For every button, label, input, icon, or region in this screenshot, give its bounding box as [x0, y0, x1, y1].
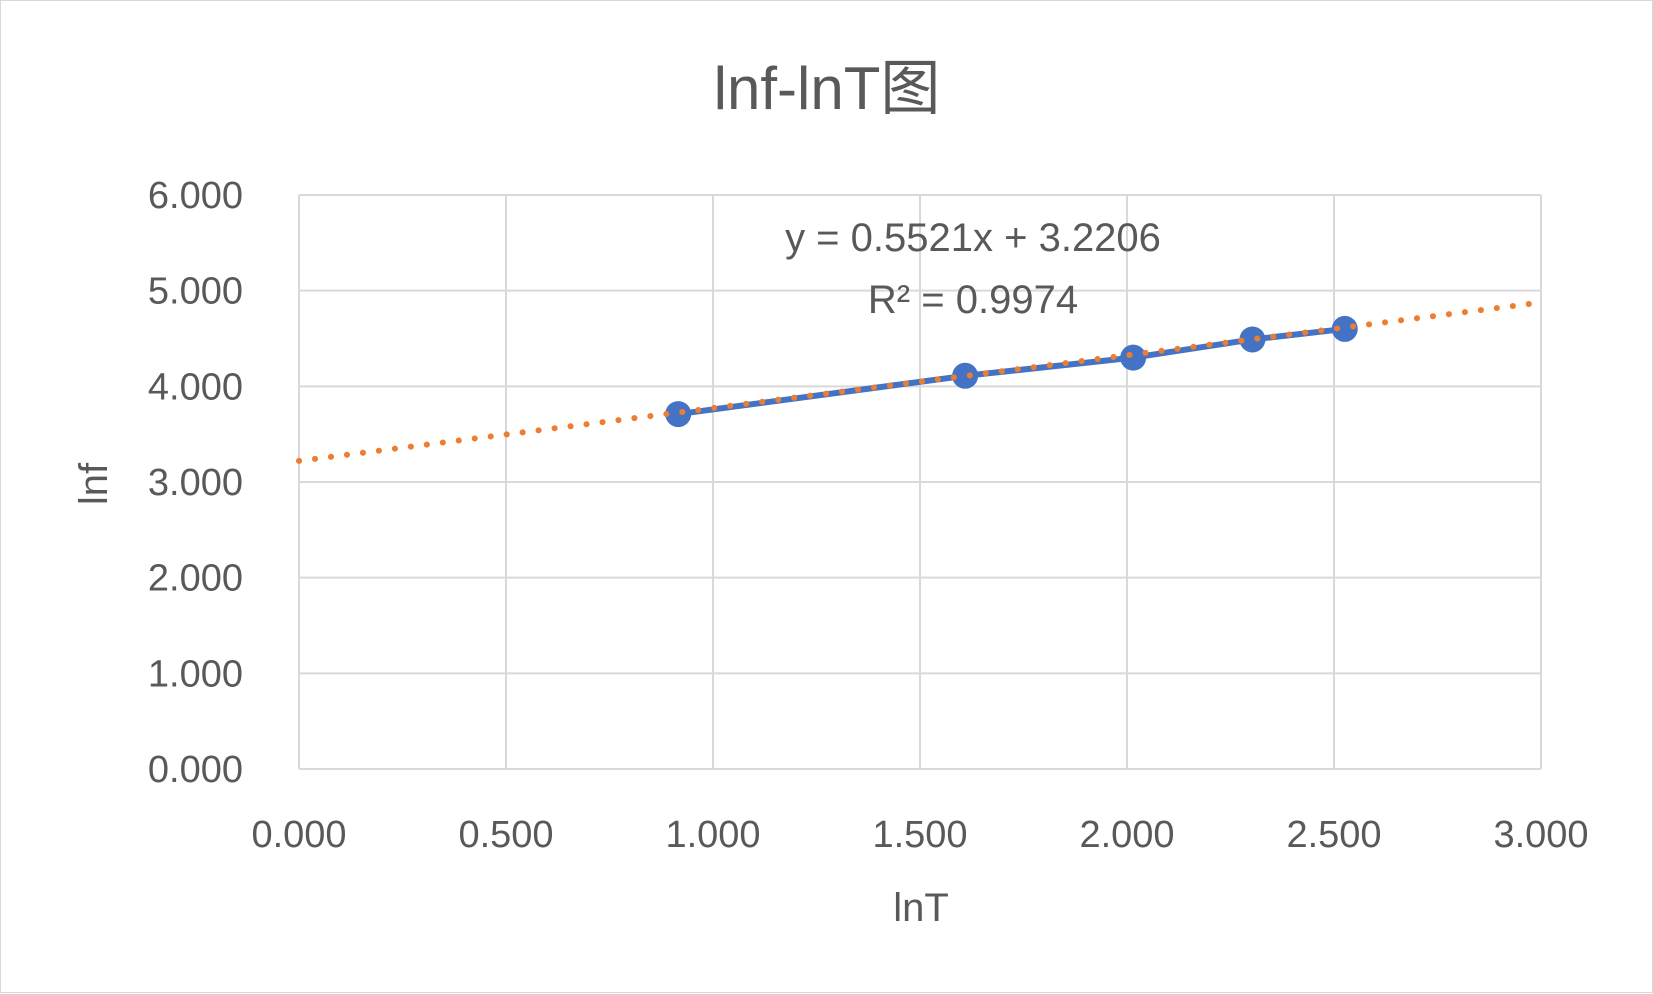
data-series: [665, 315, 1358, 428]
y-tick-label: 5.000: [148, 271, 243, 313]
trendline-r-squared: R² = 0.9974: [868, 278, 1078, 322]
data-point: [952, 362, 979, 389]
data-point: [1239, 326, 1266, 353]
y-tick-label: 6.000: [148, 175, 243, 217]
trendline-equation: y = 0.5521x + 3.2206: [785, 216, 1161, 260]
y-tick-label: 2.000: [148, 558, 243, 600]
y-tick-label: 0.000: [148, 749, 243, 791]
y-tick-label: 3.000: [148, 462, 243, 504]
x-tick-label: 2.500: [1286, 814, 1381, 856]
x-tick-label: 0.000: [251, 814, 346, 856]
y-tick-label: 4.000: [148, 366, 243, 408]
y-tick-label: 1.000: [148, 653, 243, 695]
x-tick-label: 1.500: [872, 814, 967, 856]
chart-title: lnf-lnT图: [714, 55, 941, 122]
x-axis-ticks: 0.000 0.500 1.000 1.500 2.000 2.500 3.000: [251, 814, 1588, 856]
trendline: [296, 299, 1544, 464]
data-point: [665, 401, 692, 428]
trendline-line: [296, 299, 1544, 464]
gridlines: [298, 194, 1542, 770]
data-point: [1120, 344, 1147, 371]
x-tick-label: 3.000: [1493, 814, 1588, 856]
x-tick-label: 2.000: [1079, 814, 1174, 856]
x-tick-label: 1.000: [665, 814, 760, 856]
data-point: [1331, 315, 1358, 342]
y-axis-title: lnf: [72, 462, 116, 505]
x-tick-label: 0.500: [458, 814, 553, 856]
y-axis-ticks: 0.000 1.000 2.000 3.000 4.000 5.000 6.000: [148, 175, 243, 791]
x-axis-title: lnT: [893, 886, 949, 930]
